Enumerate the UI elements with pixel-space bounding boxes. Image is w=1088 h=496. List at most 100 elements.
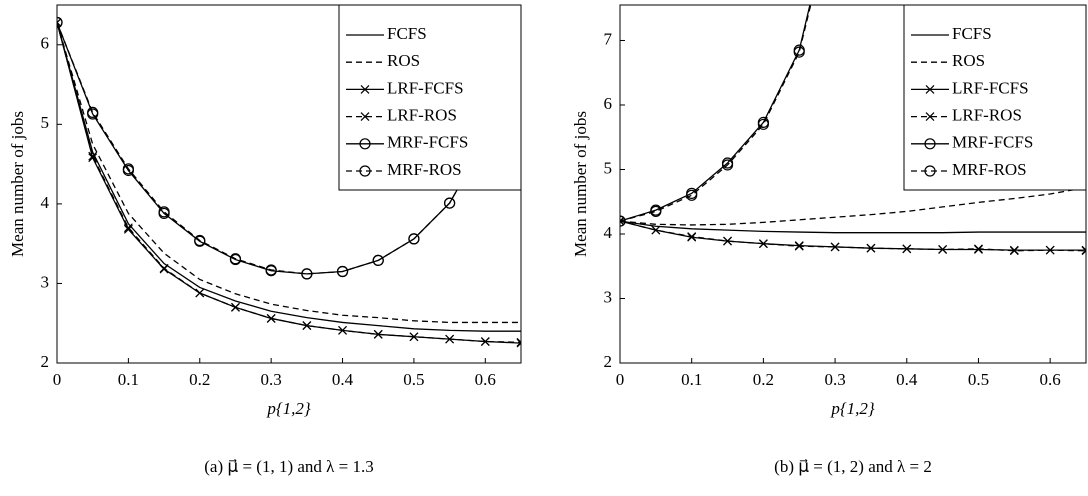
series-line	[620, 5, 811, 222]
x-tick-label: 0.4	[896, 370, 918, 389]
marker	[373, 329, 383, 339]
x-tick-label: 0.2	[753, 370, 774, 389]
marker	[372, 254, 384, 266]
marker	[757, 118, 769, 130]
legend-label: ROS	[387, 51, 420, 70]
marker	[123, 224, 133, 234]
marker	[686, 189, 698, 201]
legend-label: LRF-FCFS	[387, 78, 464, 97]
marker	[195, 288, 205, 298]
marker	[721, 159, 734, 171]
legend-marker	[924, 165, 936, 177]
x-axis-label: p{1,2}	[830, 399, 875, 418]
marker	[723, 236, 732, 246]
y-tick-label: 5	[604, 158, 613, 177]
marker	[266, 314, 276, 323]
x-tick-label: 0	[53, 370, 62, 389]
marker	[88, 151, 98, 161]
legend-marker	[359, 138, 371, 150]
y-tick-label: 4	[41, 193, 50, 212]
series-line	[57, 22, 521, 275]
marker	[794, 241, 804, 251]
marker	[408, 233, 420, 245]
marker	[480, 337, 490, 346]
legend-label: ROS	[952, 51, 985, 70]
marker	[650, 205, 662, 218]
legend-label: MRF-FCFS	[952, 133, 1033, 152]
legend-label: LRF-ROS	[952, 106, 1022, 125]
caption: (b) μ⃗ = (1, 2) and λ = 2	[774, 457, 932, 476]
y-tick-label: 2	[604, 352, 613, 371]
marker	[302, 321, 312, 331]
marker	[687, 232, 697, 241]
y-axis-label: Mean number of jobs	[8, 111, 27, 257]
caption: (a) μ⃗ = (1, 1) and λ = 1.3	[204, 457, 373, 476]
x-tick-label: 0.5	[403, 370, 424, 389]
legend-label: MRF-ROS	[952, 160, 1027, 179]
x-tick-label: 0.3	[824, 370, 845, 389]
marker	[158, 206, 170, 218]
y-tick-label: 2	[41, 352, 50, 371]
legend-label: LRF-FCFS	[952, 78, 1029, 97]
y-tick-label: 4	[604, 223, 613, 242]
marker	[123, 223, 133, 233]
marker	[830, 242, 840, 252]
legend-marker	[925, 112, 935, 122]
legend-label: MRF-ROS	[387, 160, 462, 179]
legend-label: MRF-FCFS	[387, 133, 468, 152]
series-line	[620, 220, 1086, 252]
marker	[1009, 246, 1019, 256]
y-tick-label: 3	[41, 272, 50, 291]
x-tick-label: 0.3	[261, 370, 282, 389]
series-line	[57, 22, 521, 332]
marker	[1045, 245, 1055, 255]
legend-label: FCFS	[952, 24, 992, 43]
y-tick-label: 3	[604, 287, 613, 306]
y-axis-label: Mean number of jobs	[571, 111, 590, 257]
series-line	[620, 5, 812, 222]
marker	[87, 106, 99, 119]
marker	[866, 243, 876, 253]
subplot: 0 0.1 0.2 0.3 0.4 0.5 0.6 2 3 4 5 6 p{1,2} Mean numbe…	[8, 4, 522, 476]
series-line	[57, 22, 521, 324]
series-line	[57, 22, 521, 343]
legend: FCFS ROS LRF-FCFS LRF-ROS MRF-FCFS MRF-ROS	[338, 4, 522, 191]
x-tick-label: 0.1	[118, 370, 139, 389]
marker	[409, 332, 419, 342]
legend: FCFS ROS LRF-FCFS LRF-ROS MRF-FCFS MRF-ROS	[903, 4, 1087, 191]
x-tick-label: 0.5	[968, 370, 989, 389]
y-tick-label: 5	[41, 113, 50, 132]
legend-box	[903, 4, 1087, 191]
marker	[338, 325, 347, 335]
x-tick-label: 0.4	[332, 370, 354, 389]
marker	[974, 244, 983, 254]
marker	[758, 239, 768, 249]
marker	[194, 234, 206, 247]
legend-box	[338, 4, 522, 191]
subplot: 0 0.1 0.2 0.3 0.4 0.5 0.6 2 3 4 5 6 7 p{1,2} Mean numb…	[571, 4, 1087, 476]
legend-label: LRF-ROS	[387, 106, 457, 125]
legend-marker	[925, 84, 935, 94]
marker	[301, 268, 313, 280]
x-tick-label: 0.1	[681, 370, 702, 389]
x-tick-label: 0.6	[1040, 370, 1061, 389]
marker	[793, 46, 805, 58]
legend-label: FCFS	[387, 24, 427, 43]
marker	[620, 216, 625, 226]
marker	[336, 265, 349, 278]
y-tick-label: 6	[604, 94, 613, 113]
marker	[938, 245, 948, 254]
x-tick-label: 0.6	[475, 370, 496, 389]
marker	[651, 225, 661, 235]
marker	[122, 163, 134, 175]
series-line	[620, 186, 1086, 226]
x-tick-label: 0.2	[189, 370, 210, 389]
marker	[231, 302, 240, 312]
y-tick-label: 7	[604, 29, 613, 48]
marker	[57, 18, 62, 27]
x-axis-label: p{1,2}	[266, 399, 311, 418]
legend-marker	[359, 165, 371, 177]
marker	[159, 263, 169, 273]
legend-marker	[360, 112, 370, 122]
